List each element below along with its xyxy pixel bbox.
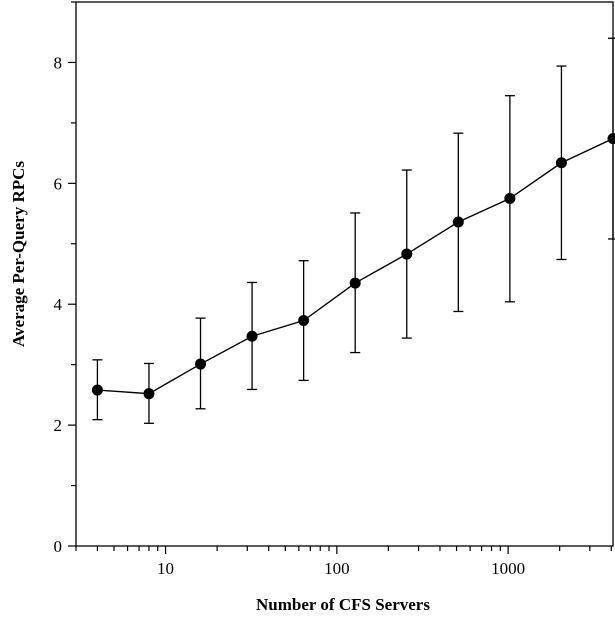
data-point bbox=[555, 157, 567, 169]
data-point bbox=[452, 216, 464, 228]
y-tick-label: 4 bbox=[54, 295, 63, 314]
data-point bbox=[298, 315, 310, 327]
data-point bbox=[349, 277, 361, 289]
y-axis-title: Average Per-Query RPCs bbox=[9, 161, 28, 347]
data-point bbox=[91, 384, 103, 396]
y-tick-label: 2 bbox=[54, 416, 63, 435]
x-axis-title: Number of CFS Servers bbox=[256, 595, 430, 614]
data-point bbox=[195, 358, 207, 370]
y-axis-ticks: 0 2 4 6 8 bbox=[54, 1, 76, 556]
plot-frame bbox=[75, 1, 614, 547]
x-tick-label: 100 bbox=[324, 559, 350, 578]
x-tick-label: 10 bbox=[157, 559, 174, 578]
plot-border bbox=[75, 1, 614, 547]
data-point bbox=[401, 248, 413, 260]
data-point bbox=[607, 133, 615, 145]
x-tick-label: 1000 bbox=[491, 559, 525, 578]
data-points bbox=[91, 133, 615, 400]
y-tick-label: 0 bbox=[54, 537, 63, 556]
y-tick-label: 6 bbox=[54, 174, 63, 193]
y-tick-label: 8 bbox=[54, 53, 63, 72]
data-point bbox=[143, 388, 155, 400]
data-point bbox=[504, 192, 516, 204]
error-bars bbox=[92, 37, 615, 424]
data-point bbox=[246, 330, 258, 342]
x-axis-ticks: 10 100 1000 bbox=[75, 546, 612, 578]
